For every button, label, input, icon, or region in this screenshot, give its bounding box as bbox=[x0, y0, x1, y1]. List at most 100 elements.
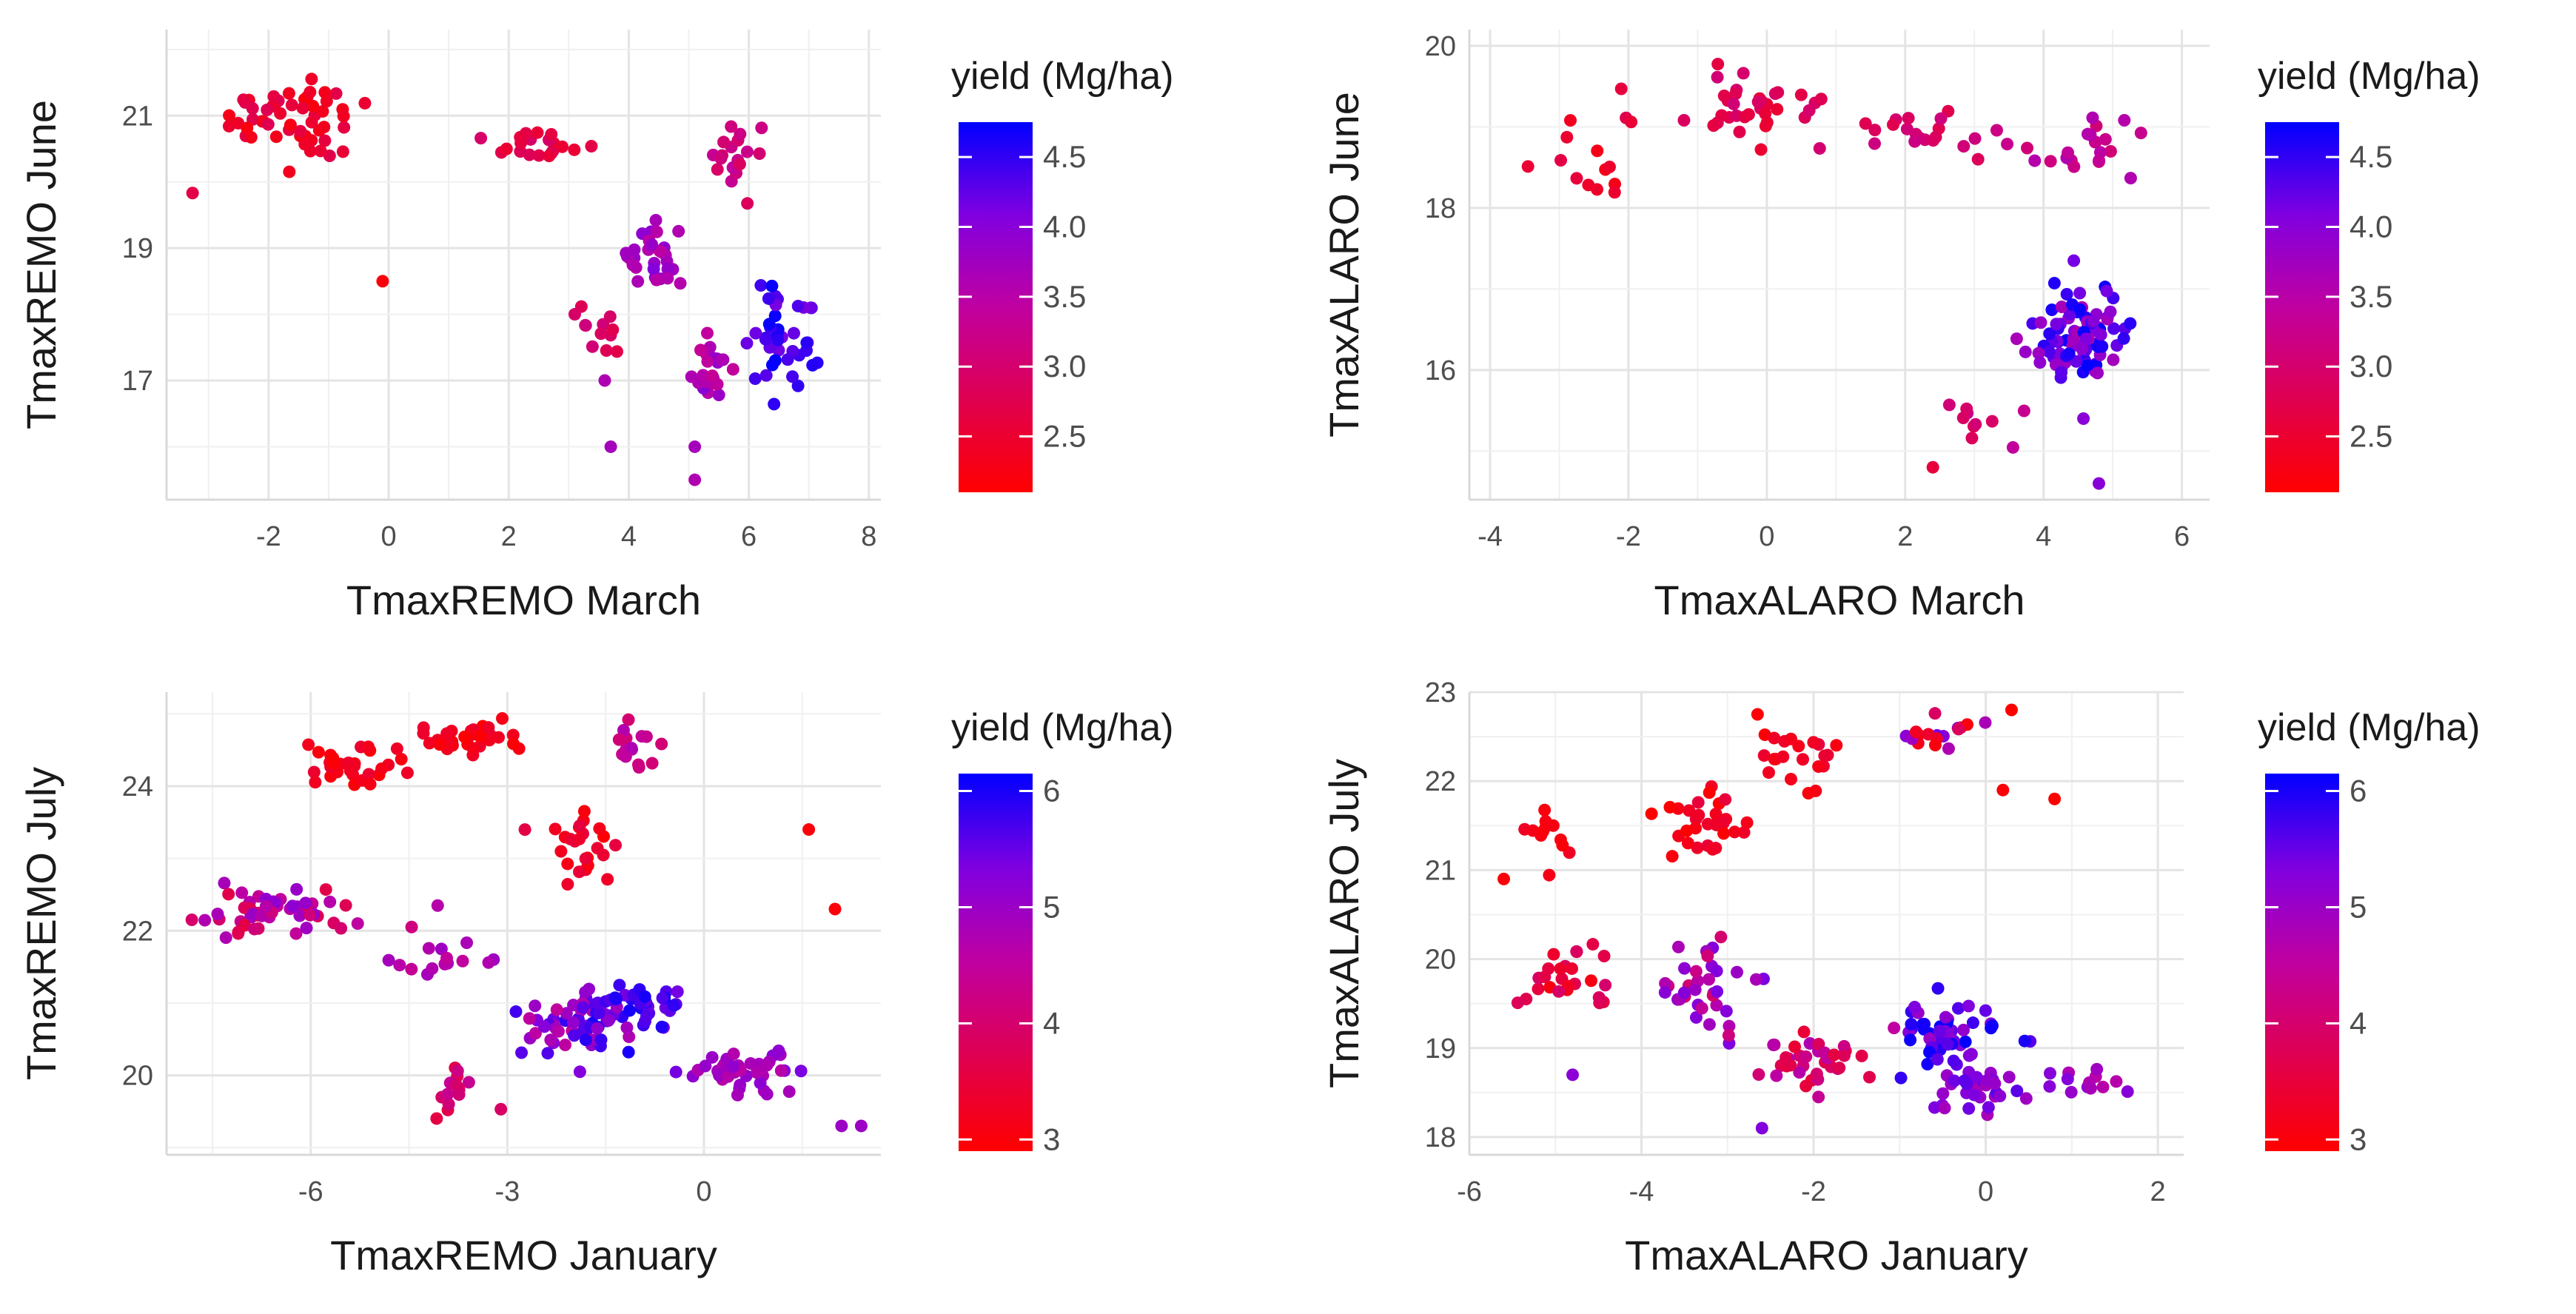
data-point bbox=[1952, 1002, 1965, 1015]
x-tick-label: -6 bbox=[1457, 1176, 1482, 1207]
data-point bbox=[1941, 1038, 1954, 1051]
data-point bbox=[1970, 1070, 1983, 1084]
x-tick-label: -6 bbox=[298, 1176, 323, 1207]
y-axis-title: TmaxALARO July bbox=[1321, 759, 1367, 1088]
data-point bbox=[573, 1065, 586, 1079]
data-point bbox=[1689, 965, 1703, 978]
data-point bbox=[835, 1119, 848, 1133]
data-point bbox=[2107, 322, 2121, 335]
data-point bbox=[688, 473, 702, 486]
data-point bbox=[1552, 985, 1566, 998]
data-point bbox=[1902, 112, 1915, 125]
data-point bbox=[430, 1112, 443, 1125]
legend-tick-label: 4.5 bbox=[2349, 139, 2392, 174]
data-point bbox=[622, 713, 635, 726]
data-point bbox=[2087, 315, 2100, 328]
data-point bbox=[235, 886, 249, 899]
x-tick-label: -2 bbox=[1616, 521, 1641, 552]
data-point bbox=[312, 745, 325, 759]
data-point bbox=[2055, 301, 2068, 314]
data-point bbox=[1757, 749, 1771, 762]
data-point bbox=[608, 991, 622, 1005]
data-point bbox=[2043, 327, 2056, 341]
points bbox=[1521, 58, 2147, 490]
data-point bbox=[2032, 346, 2045, 360]
points bbox=[185, 712, 868, 1133]
data-point bbox=[1711, 70, 1724, 84]
data-point bbox=[2063, 307, 2076, 321]
y-tick-label: 21 bbox=[1425, 855, 1456, 886]
y-tick-label: 19 bbox=[1425, 1033, 1456, 1065]
data-point bbox=[632, 761, 645, 774]
data-point bbox=[613, 979, 626, 992]
data-point bbox=[1703, 786, 1716, 800]
data-point bbox=[2090, 1062, 2104, 1076]
data-point bbox=[2061, 1073, 2074, 1086]
data-point bbox=[2043, 1080, 2056, 1093]
data-point bbox=[1543, 868, 1556, 882]
gridlines bbox=[1468, 691, 2184, 1155]
data-point bbox=[774, 1064, 788, 1077]
data-point bbox=[1695, 1002, 1708, 1015]
data-point bbox=[1770, 1069, 1783, 1082]
data-point bbox=[1928, 1101, 1941, 1114]
data-point bbox=[1614, 82, 1628, 95]
data-point bbox=[661, 262, 674, 275]
data-point bbox=[786, 370, 799, 383]
y-axis-title: TmaxREMO June bbox=[18, 100, 64, 429]
y-tick-label: 18 bbox=[1425, 1122, 1456, 1153]
data-point bbox=[2073, 303, 2087, 316]
y-tick-label: 24 bbox=[122, 771, 153, 802]
data-point bbox=[1707, 119, 1720, 133]
data-point bbox=[1938, 1102, 1951, 1115]
legend-tick-label: 4 bbox=[1043, 1005, 1060, 1040]
data-point bbox=[791, 299, 805, 312]
legend-tick-label: 6 bbox=[2349, 774, 2367, 808]
data-point bbox=[1722, 1029, 1735, 1042]
data-point bbox=[2047, 276, 2061, 289]
data-point bbox=[529, 1027, 542, 1040]
data-point bbox=[1868, 137, 1881, 150]
data-point bbox=[1536, 825, 1549, 838]
y-tick-label: 22 bbox=[122, 916, 153, 947]
data-point bbox=[2075, 342, 2088, 355]
data-point bbox=[556, 140, 569, 153]
data-point bbox=[2084, 128, 2097, 141]
data-point bbox=[626, 258, 640, 272]
data-point bbox=[602, 1014, 615, 1028]
data-point bbox=[594, 1033, 608, 1047]
data-point bbox=[1810, 1067, 1823, 1081]
data-point bbox=[1904, 1033, 1917, 1047]
data-point bbox=[731, 1088, 744, 1102]
data-point bbox=[1921, 1058, 1934, 1071]
data-point bbox=[1979, 716, 1992, 729]
data-point bbox=[319, 883, 332, 896]
data-point bbox=[456, 954, 469, 968]
data-point bbox=[303, 908, 317, 922]
data-point bbox=[442, 1098, 455, 1111]
data-point bbox=[2021, 141, 2034, 155]
data-point bbox=[586, 340, 599, 353]
data-point bbox=[218, 876, 231, 890]
data-point bbox=[1837, 1049, 1851, 1062]
legend-tick-label: 2.5 bbox=[2349, 419, 2392, 454]
data-point bbox=[2034, 316, 2047, 329]
data-point bbox=[650, 225, 663, 238]
data-point bbox=[1966, 1016, 1979, 1030]
data-point bbox=[1931, 982, 1945, 995]
data-point bbox=[2086, 111, 2099, 124]
data-point bbox=[592, 1006, 606, 1019]
data-point bbox=[2073, 286, 2087, 300]
data-point bbox=[1926, 460, 1939, 474]
x-tick-label: -3 bbox=[494, 1176, 520, 1207]
legend-tick-label: 4.5 bbox=[1043, 139, 1086, 174]
data-point bbox=[462, 1076, 475, 1089]
data-point bbox=[1663, 800, 1677, 814]
data-point bbox=[623, 1004, 636, 1017]
data-point bbox=[2118, 114, 2131, 127]
data-point bbox=[1659, 976, 1672, 990]
data-point bbox=[2107, 353, 2120, 366]
y-tick-label: 20 bbox=[122, 1061, 153, 1092]
data-point bbox=[284, 118, 297, 132]
data-point bbox=[375, 762, 389, 775]
